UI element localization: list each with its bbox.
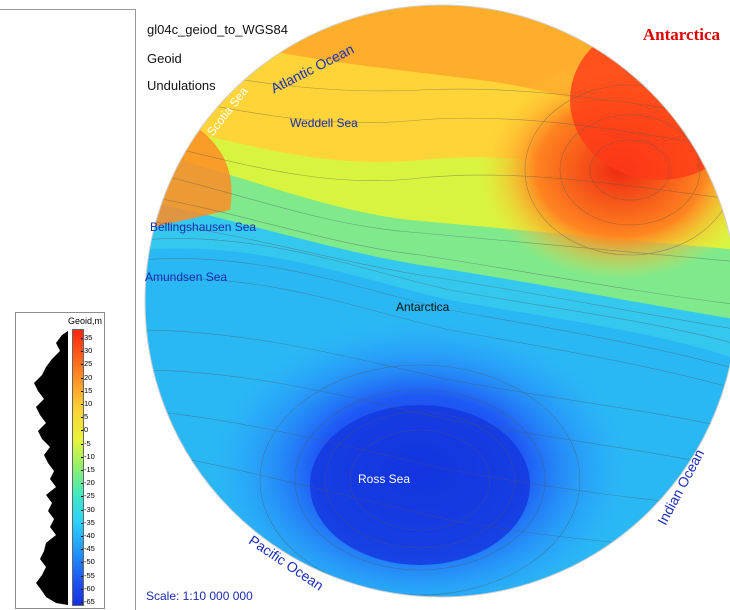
label-weddell-sea: Weddell Sea	[290, 116, 358, 130]
legend-tick-label: -60	[81, 583, 95, 593]
legend-tick-label: 10	[80, 399, 93, 408]
legend-tick-label: -40	[81, 531, 95, 540]
label-ross-sea: Ross Sea	[358, 472, 411, 486]
legend-colorbar	[72, 329, 84, 606]
legend-tick-label: 30	[80, 346, 93, 356]
legend-tick-label: -50	[81, 557, 95, 567]
legend-tick-label: -30	[81, 504, 95, 514]
legend-tick-label: 0	[80, 425, 89, 435]
legend-tick-label: 25	[80, 359, 93, 369]
dataset-name: gl04c_geiod_to_WGS84	[147, 22, 288, 37]
legend-title: Geoid,m	[68, 316, 103, 326]
label-bellingshausen-sea: Bellingshausen Sea	[150, 220, 257, 234]
legend-tick-labels: 35 30 25 20 15 10 5 0 -5 -10 -15 -20 -25 -30 -35 -40 -45…	[80, 313, 104, 608]
legend-tick-label: -5	[81, 438, 91, 448]
legend-tick-label: 35	[80, 333, 93, 342]
legend-histogram	[34, 331, 68, 605]
legend-tick-label: -10	[81, 451, 95, 461]
map-outline	[144, 4, 730, 598]
header-geoid: Geoid	[147, 51, 182, 66]
legend-tick-label: -20	[81, 478, 95, 488]
legend-tick-label: -25	[81, 491, 95, 501]
map-scale: Scale: 1:10 000 000	[146, 589, 253, 603]
map-disc	[145, 5, 730, 597]
legend-tick-label: -15	[81, 465, 95, 474]
color-legend: Geoid,m 35 30 25 20 15 10 5 0 -5 -10 -15 -20 -25 -30 -…	[15, 312, 105, 609]
header-undulations: Undulations	[147, 78, 216, 93]
label-amundsen-sea: Amundsen Sea	[145, 270, 228, 284]
frame-top-line	[0, 9, 135, 10]
label-antarctica: Antarctica	[396, 300, 450, 314]
legend-tick-label: -35	[81, 517, 95, 527]
legend-tick-label: -55	[81, 570, 95, 580]
legend-tick-label: -45	[81, 544, 95, 554]
legend-tick-label: -65	[81, 597, 95, 606]
legend-tick-label: 20	[80, 372, 93, 382]
frame-left-line	[135, 9, 136, 610]
region-title: Antarctica	[642, 25, 720, 44]
legend-tick-label: 5	[80, 412, 89, 422]
legend-tick-label: 15	[80, 385, 93, 395]
